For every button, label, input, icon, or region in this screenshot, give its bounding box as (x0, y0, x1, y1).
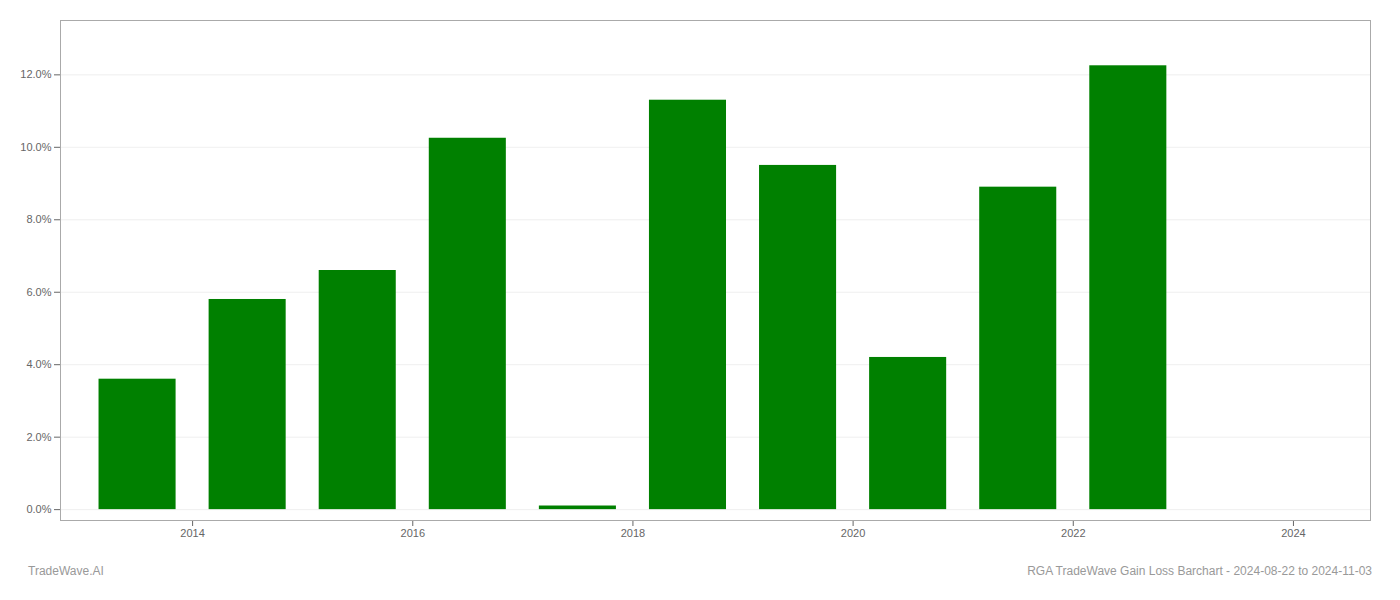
svg-text:10.0%: 10.0% (20, 141, 51, 153)
svg-text:12.0%: 12.0% (20, 68, 51, 80)
html-text:RGA TradeWave Gain Loss Barcha: RGA TradeWave Gain Loss Barchart - 2024-… (1027, 564, 1372, 578)
svg-text:2022: 2022 (1061, 527, 1085, 539)
html-text:TradeWave.AI: TradeWave.AI (28, 564, 104, 578)
svg-text:8.0%: 8.0% (26, 213, 51, 225)
svg-text:4.0%: 4.0% (26, 358, 51, 370)
svg-text:2.0%: 2.0% (26, 431, 51, 443)
svg-text:2016: 2016 (401, 527, 425, 539)
svg-text:2018: 2018 (621, 527, 645, 539)
svg-text:6.0%: 6.0% (26, 286, 51, 298)
svg-text:2024: 2024 (1281, 527, 1305, 539)
svg-text:0.0%: 0.0% (26, 503, 51, 515)
svg-text:2020: 2020 (841, 527, 865, 539)
svg-text:2014: 2014 (180, 527, 204, 539)
